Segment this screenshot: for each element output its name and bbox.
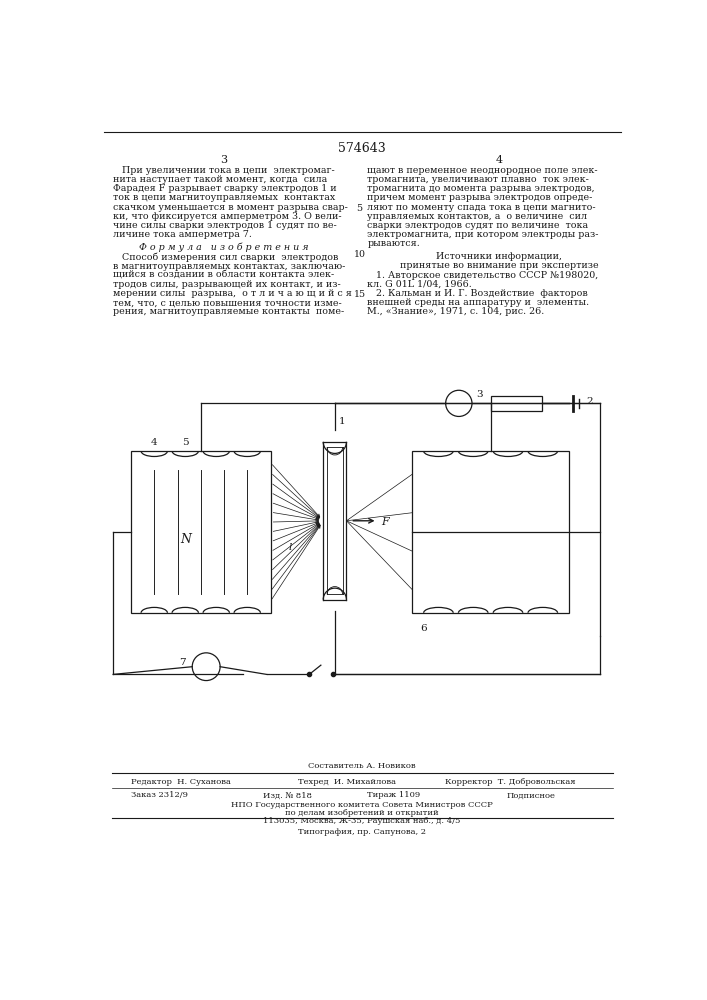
Text: электромагнита, при котором электроды раз-: электромагнита, при котором электроды ра… <box>368 230 599 239</box>
Bar <box>491 396 542 411</box>
Text: чине силы сварки электродов 1 судят по ве-: чине силы сварки электродов 1 судят по в… <box>113 221 337 230</box>
Text: Составитель А. Новиков: Составитель А. Новиков <box>308 762 416 770</box>
Text: 4: 4 <box>496 155 503 165</box>
Text: Заказ 2312/9: Заказ 2312/9 <box>131 791 188 799</box>
Text: Редактор  Н. Суханова: Редактор Н. Суханова <box>131 778 231 786</box>
Text: 15: 15 <box>354 290 366 299</box>
Text: 3: 3 <box>221 155 228 165</box>
Text: 1: 1 <box>339 417 345 426</box>
Text: Подписное: Подписное <box>507 791 556 799</box>
Text: Источники информации,: Источники информации, <box>436 252 562 261</box>
Text: кл. G 01L 1/04, 1966.: кл. G 01L 1/04, 1966. <box>368 280 472 289</box>
Text: Техред  И. Михайлова: Техред И. Михайлова <box>298 778 396 786</box>
Text: Тираж 1109: Тираж 1109 <box>368 791 421 799</box>
Text: тродов силы, разрывающей их контакт, и из-: тродов силы, разрывающей их контакт, и и… <box>113 280 341 289</box>
Text: внешней среды на аппаратуру и  элементы.: внешней среды на аппаратуру и элементы. <box>368 298 590 307</box>
Text: 10: 10 <box>354 250 366 259</box>
Text: рываются.: рываются. <box>368 239 420 248</box>
Text: рения, магнитоуправляемые контакты  поме-: рения, магнитоуправляемые контакты поме- <box>113 307 344 316</box>
Text: Ф о р м у л а   и з о б р е т е н и я: Ф о р м у л а и з о б р е т е н и я <box>139 243 309 252</box>
Text: сварки электродов судят по величине  тока: сварки электродов судят по величине тока <box>368 221 588 230</box>
Text: управляемых контактов, а  о величине  сил: управляемых контактов, а о величине сил <box>368 212 588 221</box>
Text: 4: 4 <box>151 438 158 447</box>
Text: N: N <box>180 533 191 546</box>
Text: 7: 7 <box>180 658 186 667</box>
Text: щийся в создании в области контакта элек-: щийся в создании в области контакта элек… <box>113 271 334 280</box>
Text: F: F <box>381 517 389 527</box>
Text: ки, что фиксируется амперметром 3. О вели-: ки, что фиксируется амперметром 3. О вел… <box>113 212 341 221</box>
Text: нита наступает такой момент, когда  сила: нита наступает такой момент, когда сила <box>113 175 327 184</box>
Text: личине тока амперметра 7.: личине тока амперметра 7. <box>113 230 252 239</box>
Text: принятые во внимание при экспертизе: принятые во внимание при экспертизе <box>400 261 598 270</box>
Text: l: l <box>288 543 291 552</box>
Text: 2: 2 <box>587 397 593 406</box>
Text: 574643: 574643 <box>338 142 386 155</box>
Text: Способ измерения сил сварки  электродов: Способ измерения сил сварки электродов <box>113 253 339 262</box>
Text: в магнитоуправляемых контактах, заключаю-: в магнитоуправляемых контактах, заключаю… <box>113 262 346 271</box>
Text: НПО Государственного комитета Совета Министров СССР: НПО Государственного комитета Совета Мин… <box>231 801 493 809</box>
Text: Изд. № 818: Изд. № 818 <box>263 791 312 799</box>
Text: 5: 5 <box>182 438 189 447</box>
Text: Типография, пр. Сапунова, 2: Типография, пр. Сапунова, 2 <box>298 828 426 836</box>
Text: ляют по моменту спада тока в цепи магнито-: ляют по моменту спада тока в цепи магнит… <box>368 203 596 212</box>
Text: тромагнита, увеличивают плавно  ток элек-: тромагнита, увеличивают плавно ток элек- <box>368 175 589 184</box>
Text: 1. Авторское свидетельство СССР №198020,: 1. Авторское свидетельство СССР №198020, <box>368 271 599 280</box>
Text: 113035, Москва, Ж-35, Раушская наб., д. 4/5: 113035, Москва, Ж-35, Раушская наб., д. … <box>263 817 461 825</box>
Bar <box>412 451 569 613</box>
Text: причем момент разрыва электродов опреде-: причем момент разрыва электродов опреде- <box>368 193 592 202</box>
Bar <box>131 451 271 613</box>
Text: тромагнита до момента разрыва электродов,: тромагнита до момента разрыва электродов… <box>368 184 595 193</box>
Text: тем, что, с целью повышения точности изме-: тем, что, с целью повышения точности изм… <box>113 298 342 307</box>
Text: мерении силы  разрыва,  о т л и ч а ю щ и й с я: мерении силы разрыва, о т л и ч а ю щ и … <box>113 289 352 298</box>
Text: щают в переменное неоднородное поле элек-: щают в переменное неоднородное поле элек… <box>368 166 598 175</box>
Text: скачком уменьшается в момент разрыва свар-: скачком уменьшается в момент разрыва сва… <box>113 203 348 212</box>
Text: 3: 3 <box>476 390 482 399</box>
Text: ток в цепи магнитоуправляемых  контактах: ток в цепи магнитоуправляемых контактах <box>113 193 335 202</box>
Text: М., «Знание», 1971, с. 104, рис. 26.: М., «Знание», 1971, с. 104, рис. 26. <box>368 307 544 316</box>
Text: 5: 5 <box>356 204 363 213</box>
Text: Корректор  Т. Добровольская: Корректор Т. Добровольская <box>445 778 575 786</box>
Text: Фарадея F разрывает сварку электродов 1 и: Фарадея F разрывает сварку электродов 1 … <box>113 184 337 193</box>
Text: 2. Кальман и И. Г. Воздействие  факторов: 2. Кальман и И. Г. Воздействие факторов <box>368 289 588 298</box>
Text: 6: 6 <box>421 624 427 633</box>
Text: по делам изобретений и открытий: по делам изобретений и открытий <box>285 809 439 817</box>
Text: При увеличении тока в цепи  электромаг-: При увеличении тока в цепи электромаг- <box>113 166 335 175</box>
